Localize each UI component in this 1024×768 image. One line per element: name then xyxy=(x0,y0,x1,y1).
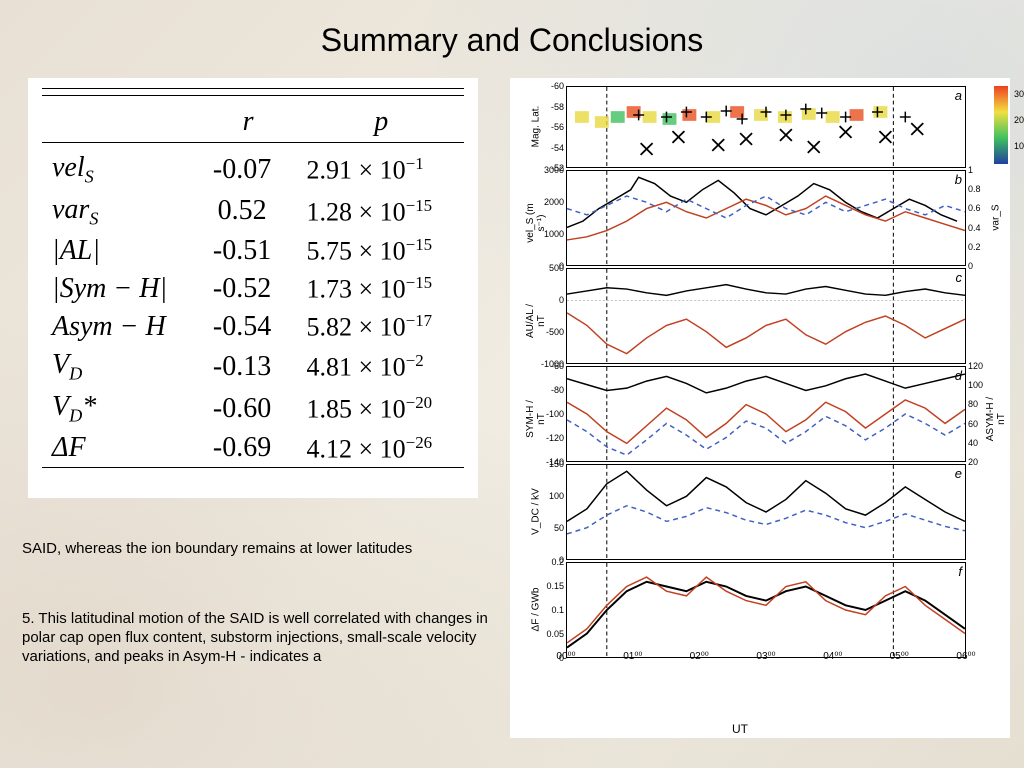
table-row: |AL|-0.515.75 × 10−15 xyxy=(42,232,464,270)
ytick: 3000 xyxy=(540,165,564,175)
xlabel: UT xyxy=(510,722,970,736)
rytick: 1 xyxy=(968,165,992,175)
r-cell: -0.54 xyxy=(198,308,299,346)
ytick: -60 xyxy=(540,361,564,371)
panel-label-a: a xyxy=(955,88,962,103)
col-r: r xyxy=(198,102,299,143)
rytick: 120 xyxy=(968,361,992,371)
table-row: varS0.521.28 × 10−15 xyxy=(42,191,464,233)
ytick: -56 xyxy=(540,122,564,132)
xtick: 05⁰⁰ xyxy=(890,651,909,662)
xtick: 01⁰⁰ xyxy=(623,651,642,662)
var-cell: velS xyxy=(42,149,198,191)
text-point-5: 5. This latitudinal motion of the SAID i… xyxy=(22,610,502,666)
ylabel-c: AU/AL / nT xyxy=(525,297,547,345)
p-cell: 2.91 × 10−1 xyxy=(299,149,465,191)
cb-tick: 1000 xyxy=(1008,141,1024,151)
rytick: 0.4 xyxy=(968,223,992,233)
r-cell: -0.52 xyxy=(198,270,299,308)
rytick: 100 xyxy=(968,380,992,390)
ytick: -58 xyxy=(540,102,564,112)
cb-tick: 2000 xyxy=(1008,115,1024,125)
table-row: VD*-0.601.85 × 10−20 xyxy=(42,388,464,430)
correlation-table: r p velS-0.072.91 × 10−1varS0.521.28 × 1… xyxy=(42,88,464,474)
var-cell: Asym − H xyxy=(42,308,198,346)
ylabel-d: SYM-H / nT xyxy=(525,395,547,443)
var-cell: |Sym − H| xyxy=(42,270,198,308)
panel-label-c: c xyxy=(956,270,963,285)
r-cell: -0.69 xyxy=(198,429,299,468)
ytick: 100 xyxy=(540,491,564,501)
ytick: 500 xyxy=(540,263,564,273)
chart-panel: -60-58-56-54-52Mag. Lat.a010002000300000… xyxy=(510,78,1010,738)
xtick: 06⁰⁰ xyxy=(956,651,975,662)
var-cell: varS xyxy=(42,191,198,233)
xtick: 00⁰⁰ xyxy=(556,651,575,662)
r-cell: -0.07 xyxy=(198,149,299,191)
p-cell: 4.81 × 10−2 xyxy=(299,346,465,388)
ytick: -60 xyxy=(540,81,564,91)
panel-label-e: e xyxy=(955,466,962,481)
var-cell: VD* xyxy=(42,388,198,430)
rylabel-b: var_S xyxy=(991,194,1002,242)
colorbar: 0100020003000 xyxy=(994,86,1008,164)
ytick: -80 xyxy=(540,385,564,395)
p-cell: 1.28 × 10−15 xyxy=(299,191,465,233)
ytick: 50 xyxy=(540,523,564,533)
table-row: Asym − H-0.545.82 × 10−17 xyxy=(42,308,464,346)
cb-tick: 3000 xyxy=(1008,89,1024,99)
xtick: 02⁰⁰ xyxy=(690,651,709,662)
p-cell: 1.85 × 10−20 xyxy=(299,388,465,430)
rytick: 0.8 xyxy=(968,184,992,194)
text-said-boundary: SAID, whereas the ion boundary remains a… xyxy=(22,540,502,559)
rytick: 20 xyxy=(968,457,992,467)
chart-panel-a xyxy=(566,86,966,168)
panel-label-b: b xyxy=(955,172,962,187)
ylabel-e: V_DC / kV xyxy=(531,488,542,536)
rytick: 0 xyxy=(968,261,992,271)
rytick: 0.6 xyxy=(968,203,992,213)
ytick: 0.05 xyxy=(540,629,564,639)
table-row: |Sym − H|-0.521.73 × 10−15 xyxy=(42,270,464,308)
ylabel-f: ΔF / GWb xyxy=(531,586,542,634)
xtick: 04⁰⁰ xyxy=(823,651,842,662)
var-cell: |AL| xyxy=(42,232,198,270)
r-cell: -0.60 xyxy=(198,388,299,430)
panel-label-f: f xyxy=(958,564,962,579)
p-cell: 1.73 × 10−15 xyxy=(299,270,465,308)
r-cell: 0.52 xyxy=(198,191,299,233)
xtick: 03⁰⁰ xyxy=(756,651,775,662)
chart-panel-b xyxy=(566,170,966,266)
col-p: p xyxy=(299,102,465,143)
ytick: 0.15 xyxy=(540,581,564,591)
p-cell: 5.82 × 10−17 xyxy=(299,308,465,346)
chart-panel-e xyxy=(566,464,966,560)
r-cell: -0.51 xyxy=(198,232,299,270)
r-cell: -0.13 xyxy=(198,346,299,388)
p-cell: 4.12 × 10−26 xyxy=(299,429,465,468)
panel-label-d: d xyxy=(955,368,962,383)
table-row: velS-0.072.91 × 10−1 xyxy=(42,149,464,191)
table-row: ΔF-0.694.12 × 10−26 xyxy=(42,429,464,468)
ytick: 0.2 xyxy=(540,557,564,567)
p-cell: 5.75 × 10−15 xyxy=(299,232,465,270)
table-header-row: r p xyxy=(42,102,464,143)
ytick: 0.1 xyxy=(540,605,564,615)
rylabel-d: ASYM-H / nT xyxy=(985,395,1007,443)
rytick: 0.2 xyxy=(968,242,992,252)
chart-panel-d xyxy=(566,366,966,462)
var-cell: VD xyxy=(42,346,198,388)
page-title: Summary and Conclusions xyxy=(0,22,1024,59)
ytick: 150 xyxy=(540,459,564,469)
chart-panel-f xyxy=(566,562,966,658)
chart-panel-c xyxy=(566,268,966,364)
var-cell: ΔF xyxy=(42,429,198,468)
table-row: VD-0.134.81 × 10−2 xyxy=(42,346,464,388)
cb-tick: 0 xyxy=(1008,167,1024,177)
ytick: -54 xyxy=(540,143,564,153)
ylabel-b: vel_S (m s⁻¹) xyxy=(525,199,547,247)
ylabel-a: Mag. Lat. xyxy=(531,103,542,151)
correlation-table-panel: r p velS-0.072.91 × 10−1varS0.521.28 × 1… xyxy=(28,78,478,498)
